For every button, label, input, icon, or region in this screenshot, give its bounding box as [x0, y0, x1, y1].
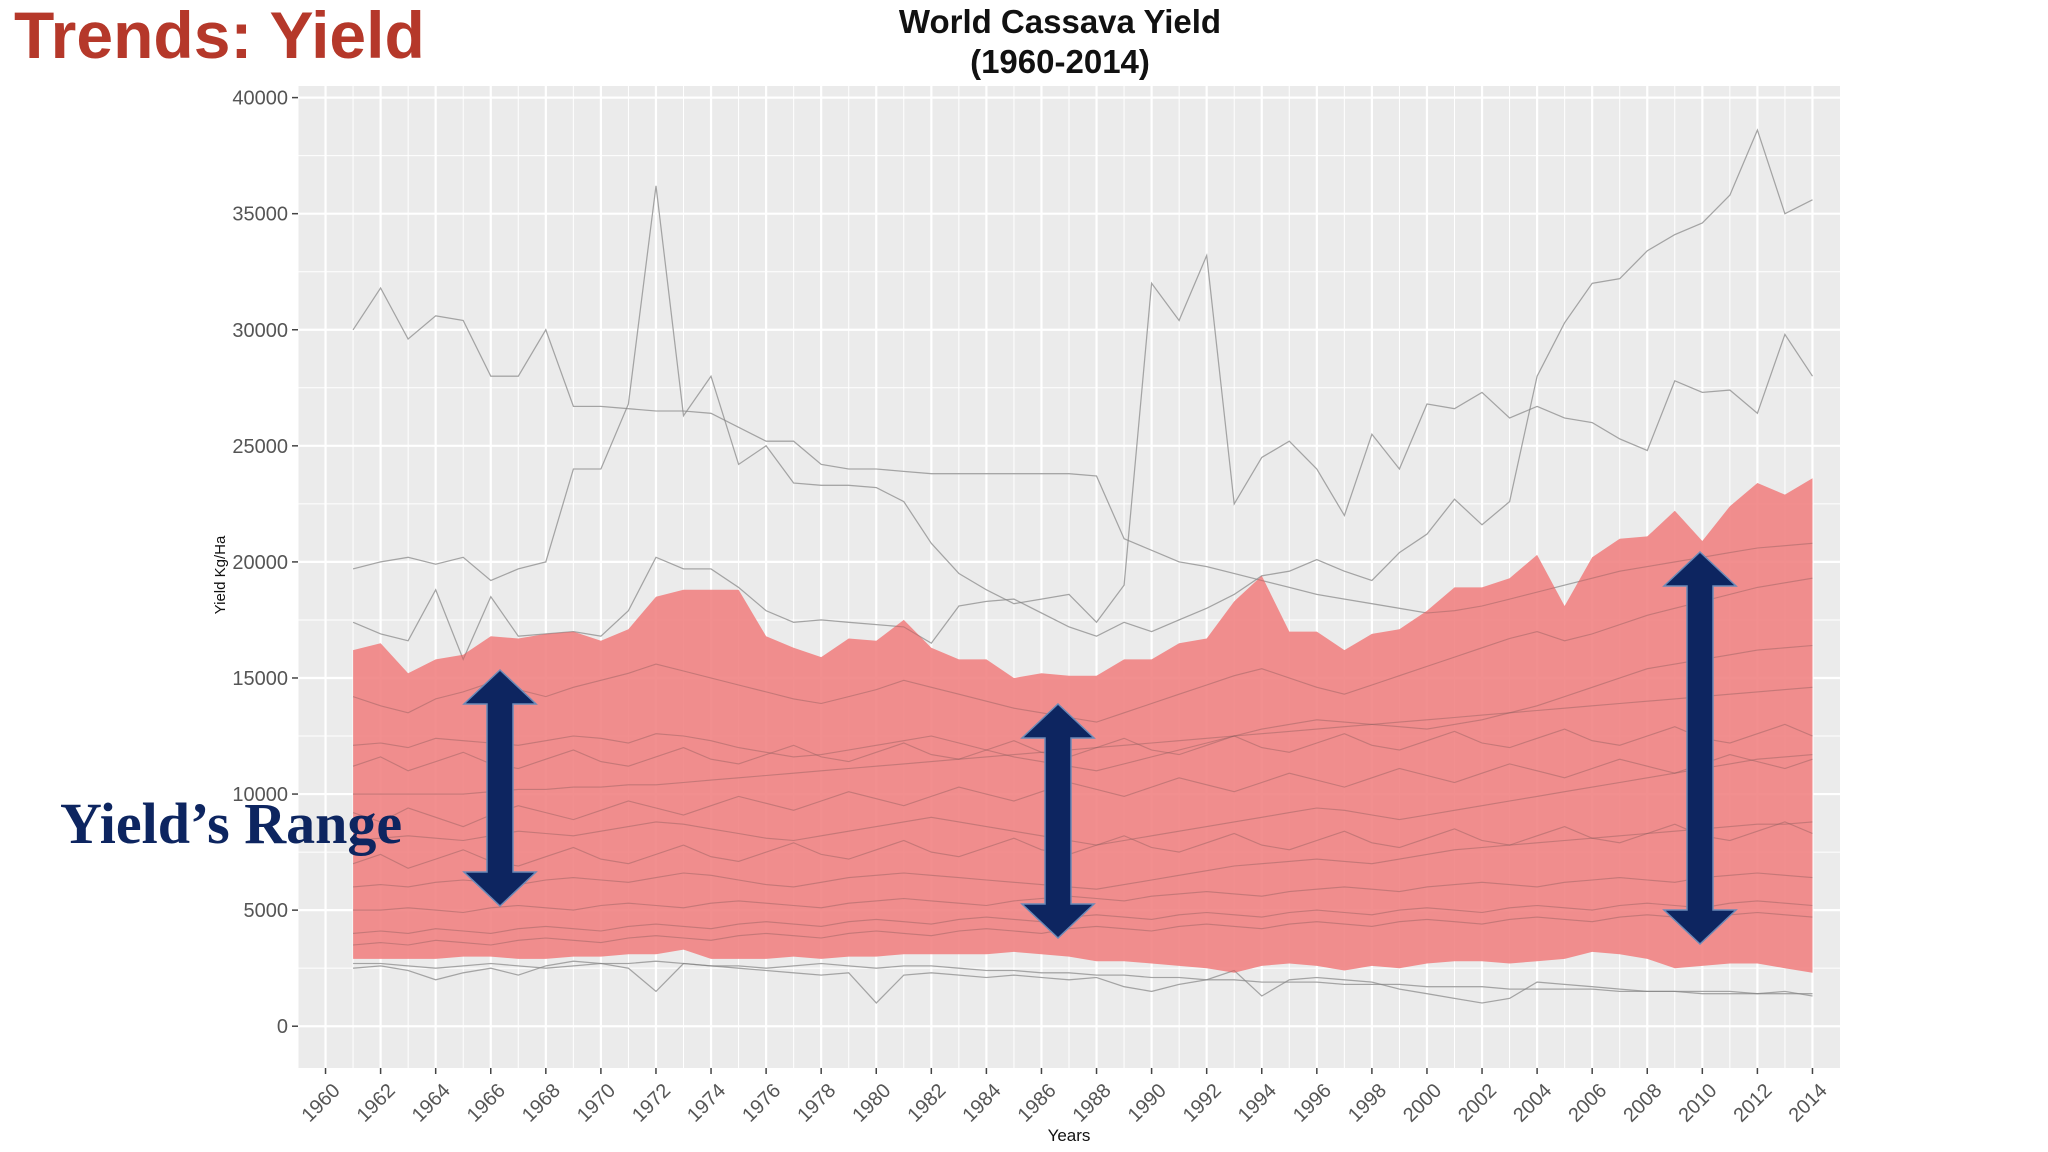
- x-tick-label: 1978: [793, 1080, 840, 1127]
- x-tick-label: 1964: [408, 1080, 455, 1127]
- x-tick-label: 2000: [1399, 1080, 1446, 1127]
- yield-range-annotation: Yield’s Range: [60, 791, 403, 856]
- country-line: [353, 960, 1813, 1004]
- country-line: [352, 185, 1814, 624]
- x-tick-label: 2002: [1454, 1080, 1501, 1127]
- chart-title-line1: World Cassava Yield: [898, 3, 1222, 40]
- x-tick-label: 1962: [353, 1080, 400, 1127]
- x-tick-label: 1980: [848, 1080, 895, 1127]
- country-line-over: [352, 286, 1813, 614]
- chart-title-line2: (1960-2014): [970, 43, 1150, 80]
- x-tick-label: 1972: [628, 1080, 675, 1127]
- y-tick-label: 0: [277, 1016, 288, 1038]
- country-line-over: [352, 723, 1813, 772]
- country-line-over: [353, 821, 1813, 890]
- range-arrow-1987: [1020, 702, 1096, 940]
- x-tick-label: 1984: [959, 1080, 1006, 1127]
- x-tick-label: 1998: [1344, 1080, 1391, 1127]
- country-line: [352, 128, 1813, 662]
- country-line-over: [352, 577, 1813, 723]
- x-tick-label: 1990: [1124, 1080, 1171, 1127]
- y-tick-label: 30000: [232, 320, 288, 342]
- x-tick-label: 1968: [518, 1080, 565, 1127]
- x-tick-label: 1976: [738, 1080, 785, 1127]
- y-axis-label: Yield Kg/Ha: [212, 535, 229, 614]
- country-lines-over-band: [352, 128, 1813, 1004]
- country-line-over: [352, 128, 1813, 661]
- x-tick-label: 1970: [573, 1080, 620, 1127]
- range-arrow-1966: [462, 668, 538, 908]
- x-axis-label: Years: [1048, 1126, 1091, 1145]
- country-line: [352, 286, 1813, 614]
- x-tick-label: 1960: [298, 1080, 345, 1127]
- x-tick-label: 1986: [1014, 1080, 1061, 1127]
- country-line-over: [353, 911, 1813, 946]
- yield-range-area: [353, 478, 1813, 973]
- yield-range-band: [353, 478, 1813, 973]
- x-tick-label: 2006: [1564, 1080, 1611, 1127]
- x-tick-label: 2012: [1730, 1080, 1777, 1127]
- range-arrow-2011: [1662, 550, 1738, 946]
- x-tick-label: 2010: [1674, 1080, 1721, 1127]
- y-tick-label: 25000: [232, 436, 288, 458]
- x-tick-label: 2008: [1619, 1080, 1666, 1127]
- country-line-over: [353, 686, 1813, 795]
- country-line: [353, 960, 1813, 995]
- x-tick-label: 1966: [463, 1080, 510, 1127]
- x-tick-label: 1982: [903, 1080, 950, 1127]
- y-tick-label: 40000: [232, 88, 288, 110]
- y-tick-label: 20000: [232, 552, 288, 574]
- x-tick-label: 1988: [1069, 1080, 1116, 1127]
- x-tick-label: 1994: [1234, 1080, 1281, 1127]
- x-tick-label: 2014: [1785, 1080, 1832, 1127]
- country-line-over: [352, 754, 1813, 828]
- country-line-over: [353, 960, 1813, 995]
- country-line-over: [353, 644, 1813, 772]
- country-line-over: [353, 900, 1813, 934]
- x-tick-label: 2004: [1509, 1080, 1556, 1127]
- country-line-over: [353, 872, 1813, 914]
- range-arrows: [462, 550, 1738, 946]
- slide-title: Trends: Yield: [14, 0, 425, 72]
- x-tick-label: 1992: [1179, 1080, 1226, 1127]
- x-tick-label: 1996: [1289, 1080, 1336, 1127]
- country-line-over: [352, 821, 1813, 869]
- y-tick-label: 5000: [244, 900, 289, 922]
- y-tick-label: 10000: [232, 784, 288, 806]
- x-tick-label: 1974: [683, 1080, 730, 1127]
- country-line-over: [352, 185, 1813, 624]
- country-line-over: [353, 960, 1813, 1004]
- country-line-over: [353, 754, 1813, 846]
- y-tick-label: 35000: [232, 204, 288, 226]
- y-tick-label: 15000: [232, 668, 288, 690]
- chart-title: World Cassava Yield (1960-2014): [780, 2, 1340, 82]
